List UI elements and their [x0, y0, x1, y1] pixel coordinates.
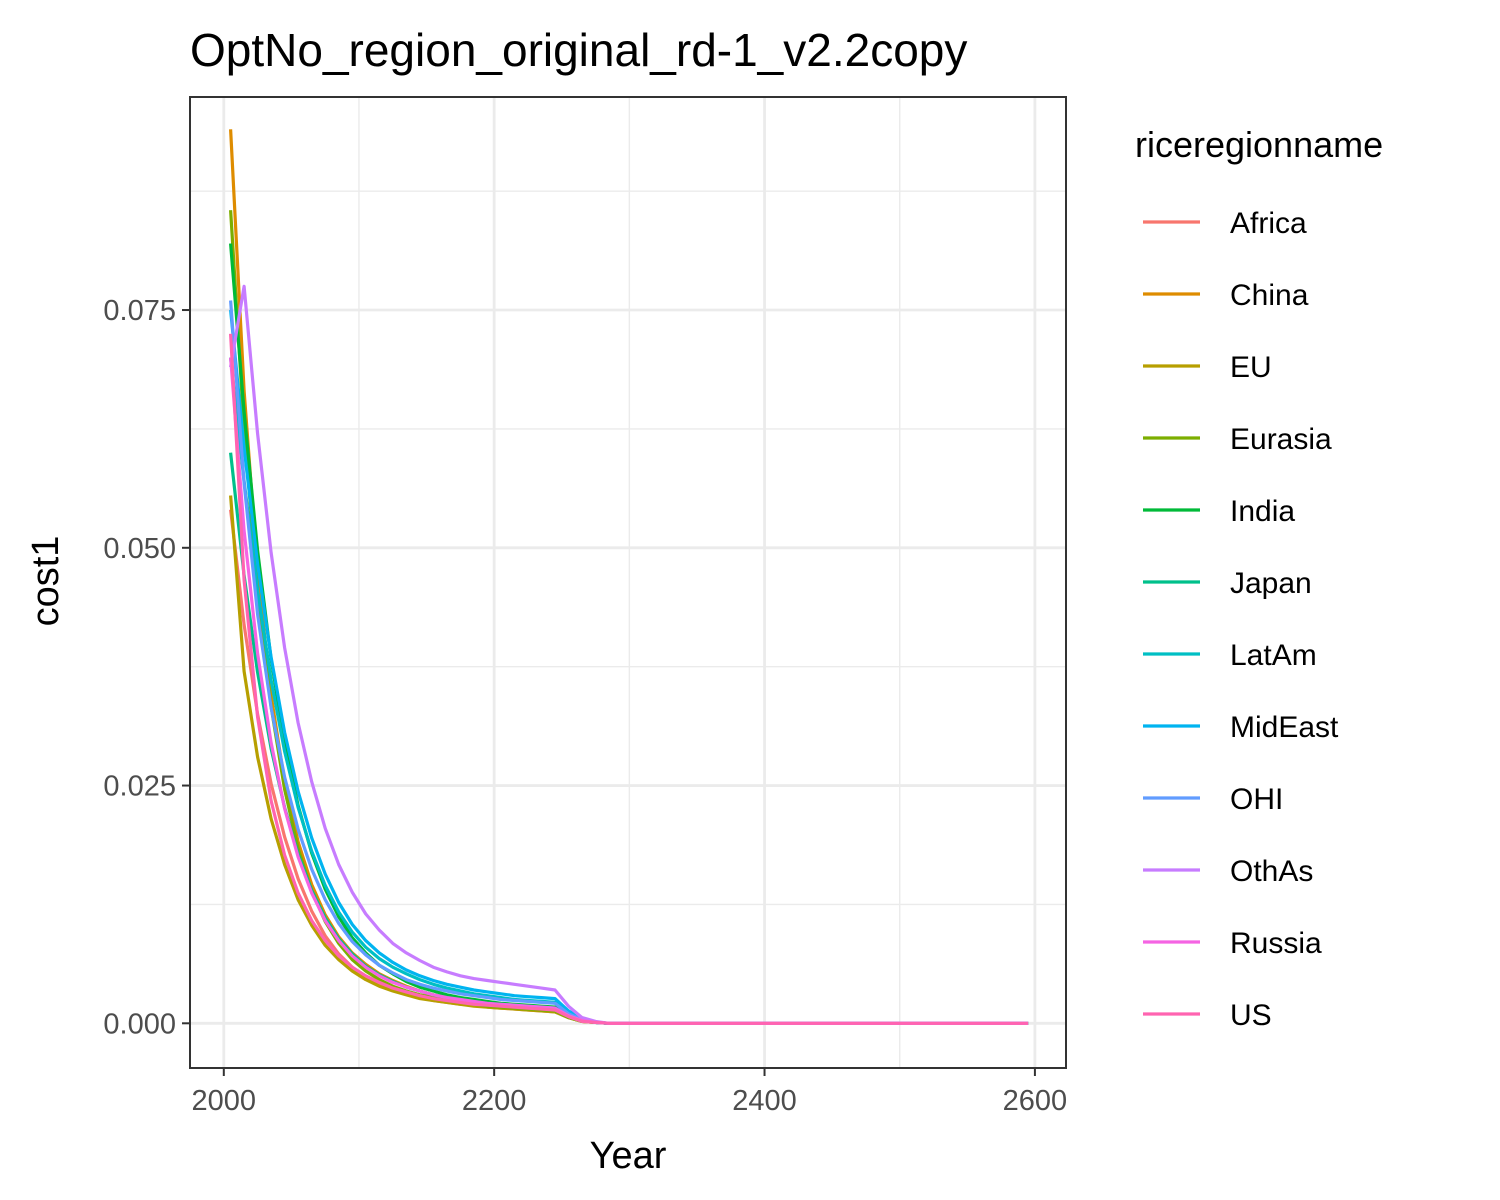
panel-background: [190, 97, 1066, 1068]
legend-label-us: US: [1230, 999, 1272, 1032]
legend-label-japan: Japan: [1230, 567, 1312, 600]
y-tick-label: 0.000: [103, 1008, 176, 1040]
x-tick-label: 2600: [1003, 1085, 1068, 1117]
legend-label-russia: Russia: [1230, 927, 1322, 960]
legend-label-latam: LatAm: [1230, 639, 1317, 672]
y-tick-label: 0.050: [103, 533, 176, 565]
x-tick-label: 2200: [462, 1085, 527, 1117]
panel-border: [189, 96, 1067, 1069]
chart-title: OptNo_region_original_rd-1_v2.2copy: [190, 24, 967, 76]
legend-title: riceregionname: [1135, 124, 1383, 165]
x-tick-label: 2400: [732, 1085, 797, 1117]
legend: Africa China EU Eurasia India Japan LatAm MidEa…: [1143, 207, 1339, 1032]
plot-panel: [189, 96, 1067, 1069]
y-tick-label: 0.025: [103, 771, 176, 803]
legend-label-eu: EU: [1230, 351, 1272, 384]
y-tick-label: 0.075: [103, 295, 176, 327]
legend-label-mideast: MidEast: [1230, 711, 1339, 744]
legend-label-china: China: [1230, 279, 1309, 312]
legend-label-ohi: OHI: [1230, 783, 1283, 816]
legend-label-india: India: [1230, 495, 1295, 528]
legend-label-othas: OthAs: [1230, 855, 1313, 888]
series-line-us: [229, 333, 1029, 1025]
x-axis-title: Year: [590, 1135, 667, 1177]
legend-label-africa: Africa: [1230, 207, 1307, 240]
x-tick-label: 2000: [192, 1085, 257, 1117]
legend-label-eurasia: Eurasia: [1230, 423, 1332, 456]
y-axis-title: cost1: [25, 536, 67, 627]
